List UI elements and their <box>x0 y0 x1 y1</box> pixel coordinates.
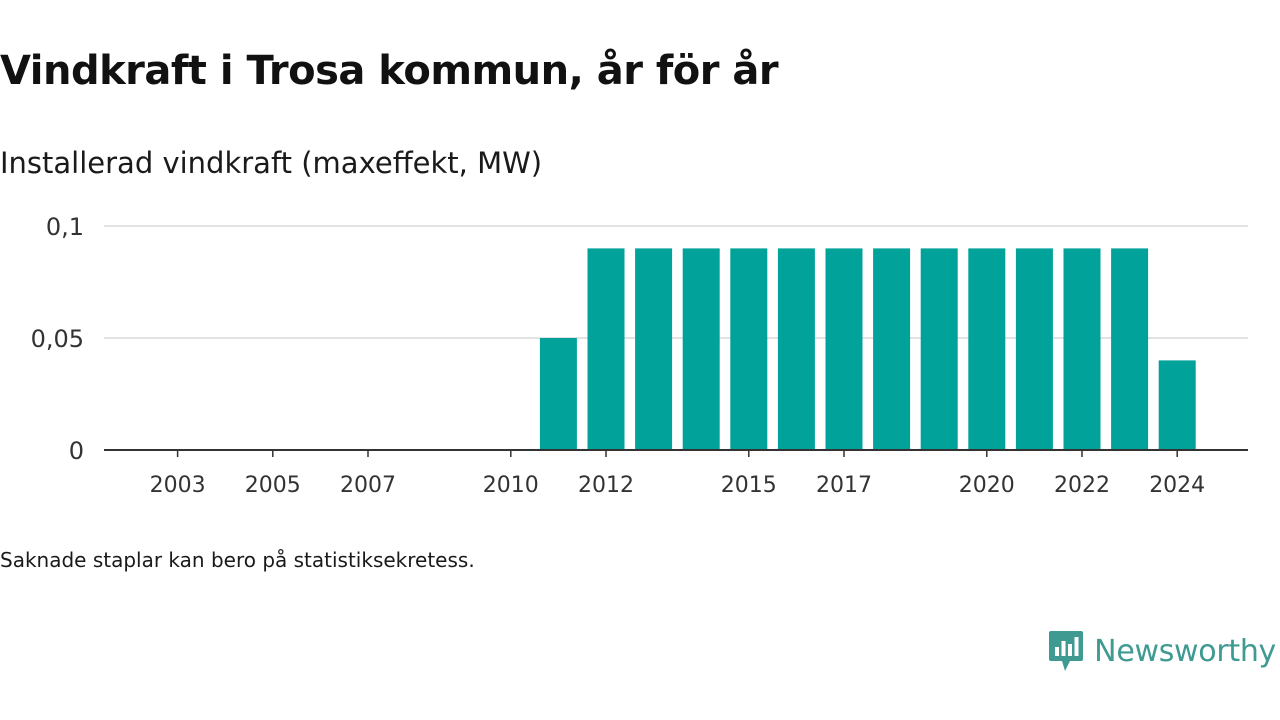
bar-chart: 0 0,05 0,1 2003 2005 2007 2010 2012 2015 2017 202… <box>31 213 1248 498</box>
bar-2023 <box>1111 248 1149 450</box>
bar-2017 <box>825 248 863 450</box>
footnote: Saknade staplar kan bero på statistiksek… <box>0 548 475 572</box>
x-tick-label: 2007 <box>340 473 396 498</box>
x-tick-label: 2012 <box>578 473 634 498</box>
newsworthy-logo-icon <box>1049 631 1084 671</box>
bars <box>539 248 1196 450</box>
gridlines <box>104 225 1248 339</box>
y-tick-label: 0 <box>69 437 84 465</box>
x-tick-label: 2015 <box>721 473 777 498</box>
y-axis-labels: 0 0,05 0,1 <box>31 213 84 465</box>
x-tick-label: 2020 <box>959 473 1015 498</box>
x-tick-label: 2005 <box>245 473 301 498</box>
x-tick-label: 2010 <box>483 473 539 498</box>
x-tick-label: 2022 <box>1054 473 1110 498</box>
bar-2013 <box>635 248 673 450</box>
x-tick-label: 2017 <box>816 473 872 498</box>
bar-2021 <box>1015 248 1053 450</box>
bar-2022 <box>1063 248 1101 450</box>
bar-2012 <box>587 248 625 450</box>
brand-logo: Newsworthy <box>1048 628 1276 674</box>
y-tick-label: 0,05 <box>31 325 84 353</box>
bar-2016 <box>777 248 815 450</box>
bar-2011 <box>539 338 577 450</box>
x-tick-label: 2024 <box>1149 473 1205 498</box>
bar-2020 <box>968 248 1006 450</box>
chart-title: Vindkraft i Trosa kommun, år för år <box>0 48 779 94</box>
bar-2014 <box>682 248 720 450</box>
x-tick-label: 2003 <box>150 473 206 498</box>
x-axis-labels: 2003 2005 2007 2010 2012 2015 2017 2020 2022 2024 <box>150 473 1206 498</box>
y-tick-label: 0,1 <box>46 213 84 241</box>
chart-subtitle: Installerad vindkraft (maxeffekt, MW) <box>0 146 543 180</box>
bar-2015 <box>730 248 768 450</box>
bar-2024 <box>1158 360 1196 450</box>
bar-2019 <box>920 248 958 450</box>
x-axis <box>104 449 1248 457</box>
brand-name: Newsworthy <box>1094 633 1276 669</box>
bar-2018 <box>873 248 911 450</box>
